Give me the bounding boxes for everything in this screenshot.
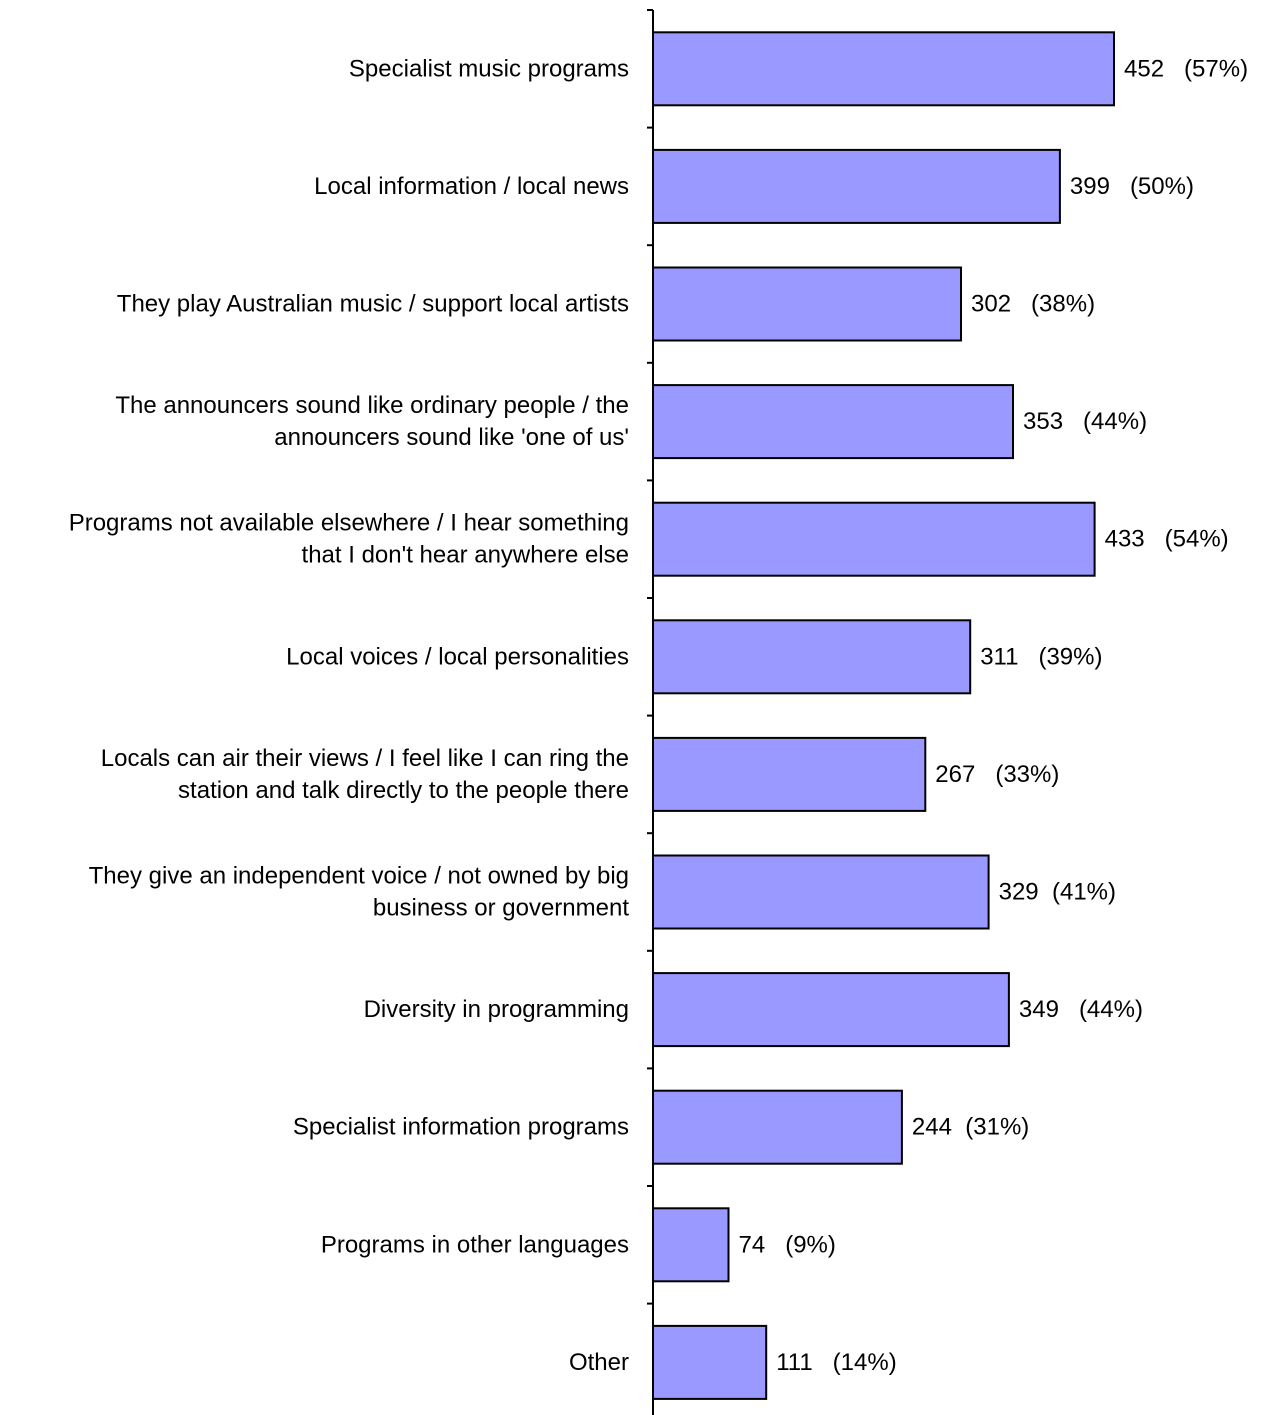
bar bbox=[652, 1207, 730, 1283]
data-label: 244 (31%) bbox=[912, 1114, 1029, 1141]
data-label: 399 (50%) bbox=[1070, 173, 1194, 200]
category-label: Specialist music programs bbox=[349, 55, 629, 82]
category-label: The announcers sound like ordinary peopl… bbox=[115, 392, 629, 419]
category-label: Specialist information programs bbox=[293, 1114, 629, 1141]
bar bbox=[652, 736, 927, 812]
category-label: Programs in other languages bbox=[321, 1231, 629, 1258]
category-label: Local voices / local personalities bbox=[286, 643, 629, 670]
bar bbox=[652, 148, 1061, 224]
data-label: 267 (33%) bbox=[935, 761, 1059, 788]
bar bbox=[652, 972, 1010, 1048]
data-label: 349 (44%) bbox=[1019, 996, 1143, 1023]
category-label: They play Australian music / support loc… bbox=[117, 291, 629, 318]
category-label: station and talk directly to the people … bbox=[178, 777, 629, 804]
category-label: that I don't hear anywhere else bbox=[302, 542, 629, 569]
data-label: 74 (9%) bbox=[739, 1231, 836, 1258]
data-label: 302 (38%) bbox=[971, 291, 1095, 318]
category-label: Local information / local news bbox=[314, 173, 629, 200]
bar bbox=[652, 384, 1014, 460]
category-label: business or government bbox=[373, 895, 629, 922]
category-label: announcers sound like 'one of us' bbox=[274, 424, 629, 451]
bar bbox=[652, 501, 1096, 577]
bar bbox=[652, 1089, 903, 1165]
bar bbox=[652, 619, 972, 695]
bar bbox=[652, 31, 1115, 107]
category-label: They give an independent voice / not own… bbox=[89, 863, 629, 890]
data-label: 111 (14%) bbox=[776, 1349, 897, 1376]
bar bbox=[652, 266, 962, 342]
category-label: Diversity in programming bbox=[364, 996, 629, 1023]
data-label: 353 (44%) bbox=[1023, 408, 1147, 435]
labels-group: 452 (57%) Specialist music programs 399 (5… bbox=[69, 55, 1248, 1376]
category-label: Programs not available elsewhere / I hea… bbox=[69, 510, 629, 537]
data-label: 329 (41%) bbox=[999, 879, 1116, 906]
category-label: Other bbox=[569, 1349, 629, 1376]
category-axis bbox=[647, 9, 654, 1415]
bars-group bbox=[652, 31, 1115, 1400]
bar bbox=[652, 854, 990, 930]
data-label: 433 (54%) bbox=[1105, 526, 1229, 553]
bar bbox=[652, 1324, 768, 1400]
category-label: Locals can air their views / I feel like… bbox=[101, 745, 629, 772]
data-label: 452 (57%) bbox=[1124, 55, 1248, 82]
data-label: 311 (39%) bbox=[980, 643, 1102, 670]
